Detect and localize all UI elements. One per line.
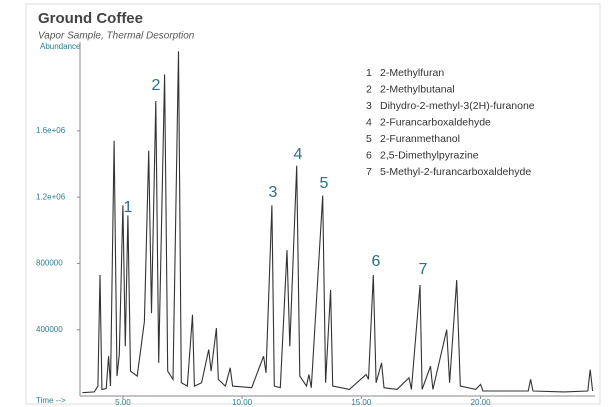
- legend-name: 2-Furanmethanol: [380, 133, 460, 145]
- peak-label: 2: [152, 77, 161, 94]
- legend-number: 3: [366, 100, 372, 112]
- legend-name: 2-Furancarboxaldehyde: [380, 116, 491, 128]
- x-tick-label: 15.00: [351, 398, 372, 407]
- x-axis-label: Time -->: [36, 396, 66, 405]
- peak-label: 7: [419, 261, 428, 278]
- peak-label: 4: [294, 146, 303, 163]
- chart-subtitle: Vapor Sample, Thermal Desorption: [38, 31, 195, 42]
- peak-label: 1: [124, 199, 133, 216]
- legend-number: 5: [366, 133, 372, 145]
- x-tick-label: 10.00: [232, 398, 253, 407]
- legend-number: 2: [366, 83, 372, 95]
- x-tick-label: 20.00: [471, 398, 492, 407]
- peak-label: 6: [372, 253, 381, 270]
- legend-name: 2-Methylbutanal: [380, 83, 455, 95]
- legend-name: 2-Methylfuran: [380, 67, 444, 79]
- y-axis-label: Abundance: [40, 42, 81, 51]
- y-tick-label: 1.2e+06: [36, 192, 66, 201]
- y-tick-label: 1.6e+06: [36, 126, 66, 135]
- peak-label: 5: [320, 175, 329, 192]
- legend-name: 5-Methyl-2-furancarboxaldehyde: [380, 166, 531, 178]
- legend-number: 1: [366, 67, 372, 79]
- chart-title: Ground Coffee: [38, 10, 143, 27]
- x-tick-label: 5.00: [115, 398, 131, 407]
- legend-name: 2,5-Dimethylpyrazine: [380, 149, 479, 161]
- legend-number: 7: [366, 166, 372, 178]
- legend-number: 6: [366, 149, 372, 161]
- legend-name: Dihydro-2-methyl-3(2H)-furanone: [380, 100, 535, 112]
- y-tick-label: 400000: [36, 325, 63, 334]
- frame: [25, 3, 601, 405]
- signal-line: [82, 51, 594, 394]
- peak-label: 3: [269, 184, 278, 201]
- legend-number: 4: [366, 116, 372, 128]
- y-tick-label: 800000: [36, 259, 63, 268]
